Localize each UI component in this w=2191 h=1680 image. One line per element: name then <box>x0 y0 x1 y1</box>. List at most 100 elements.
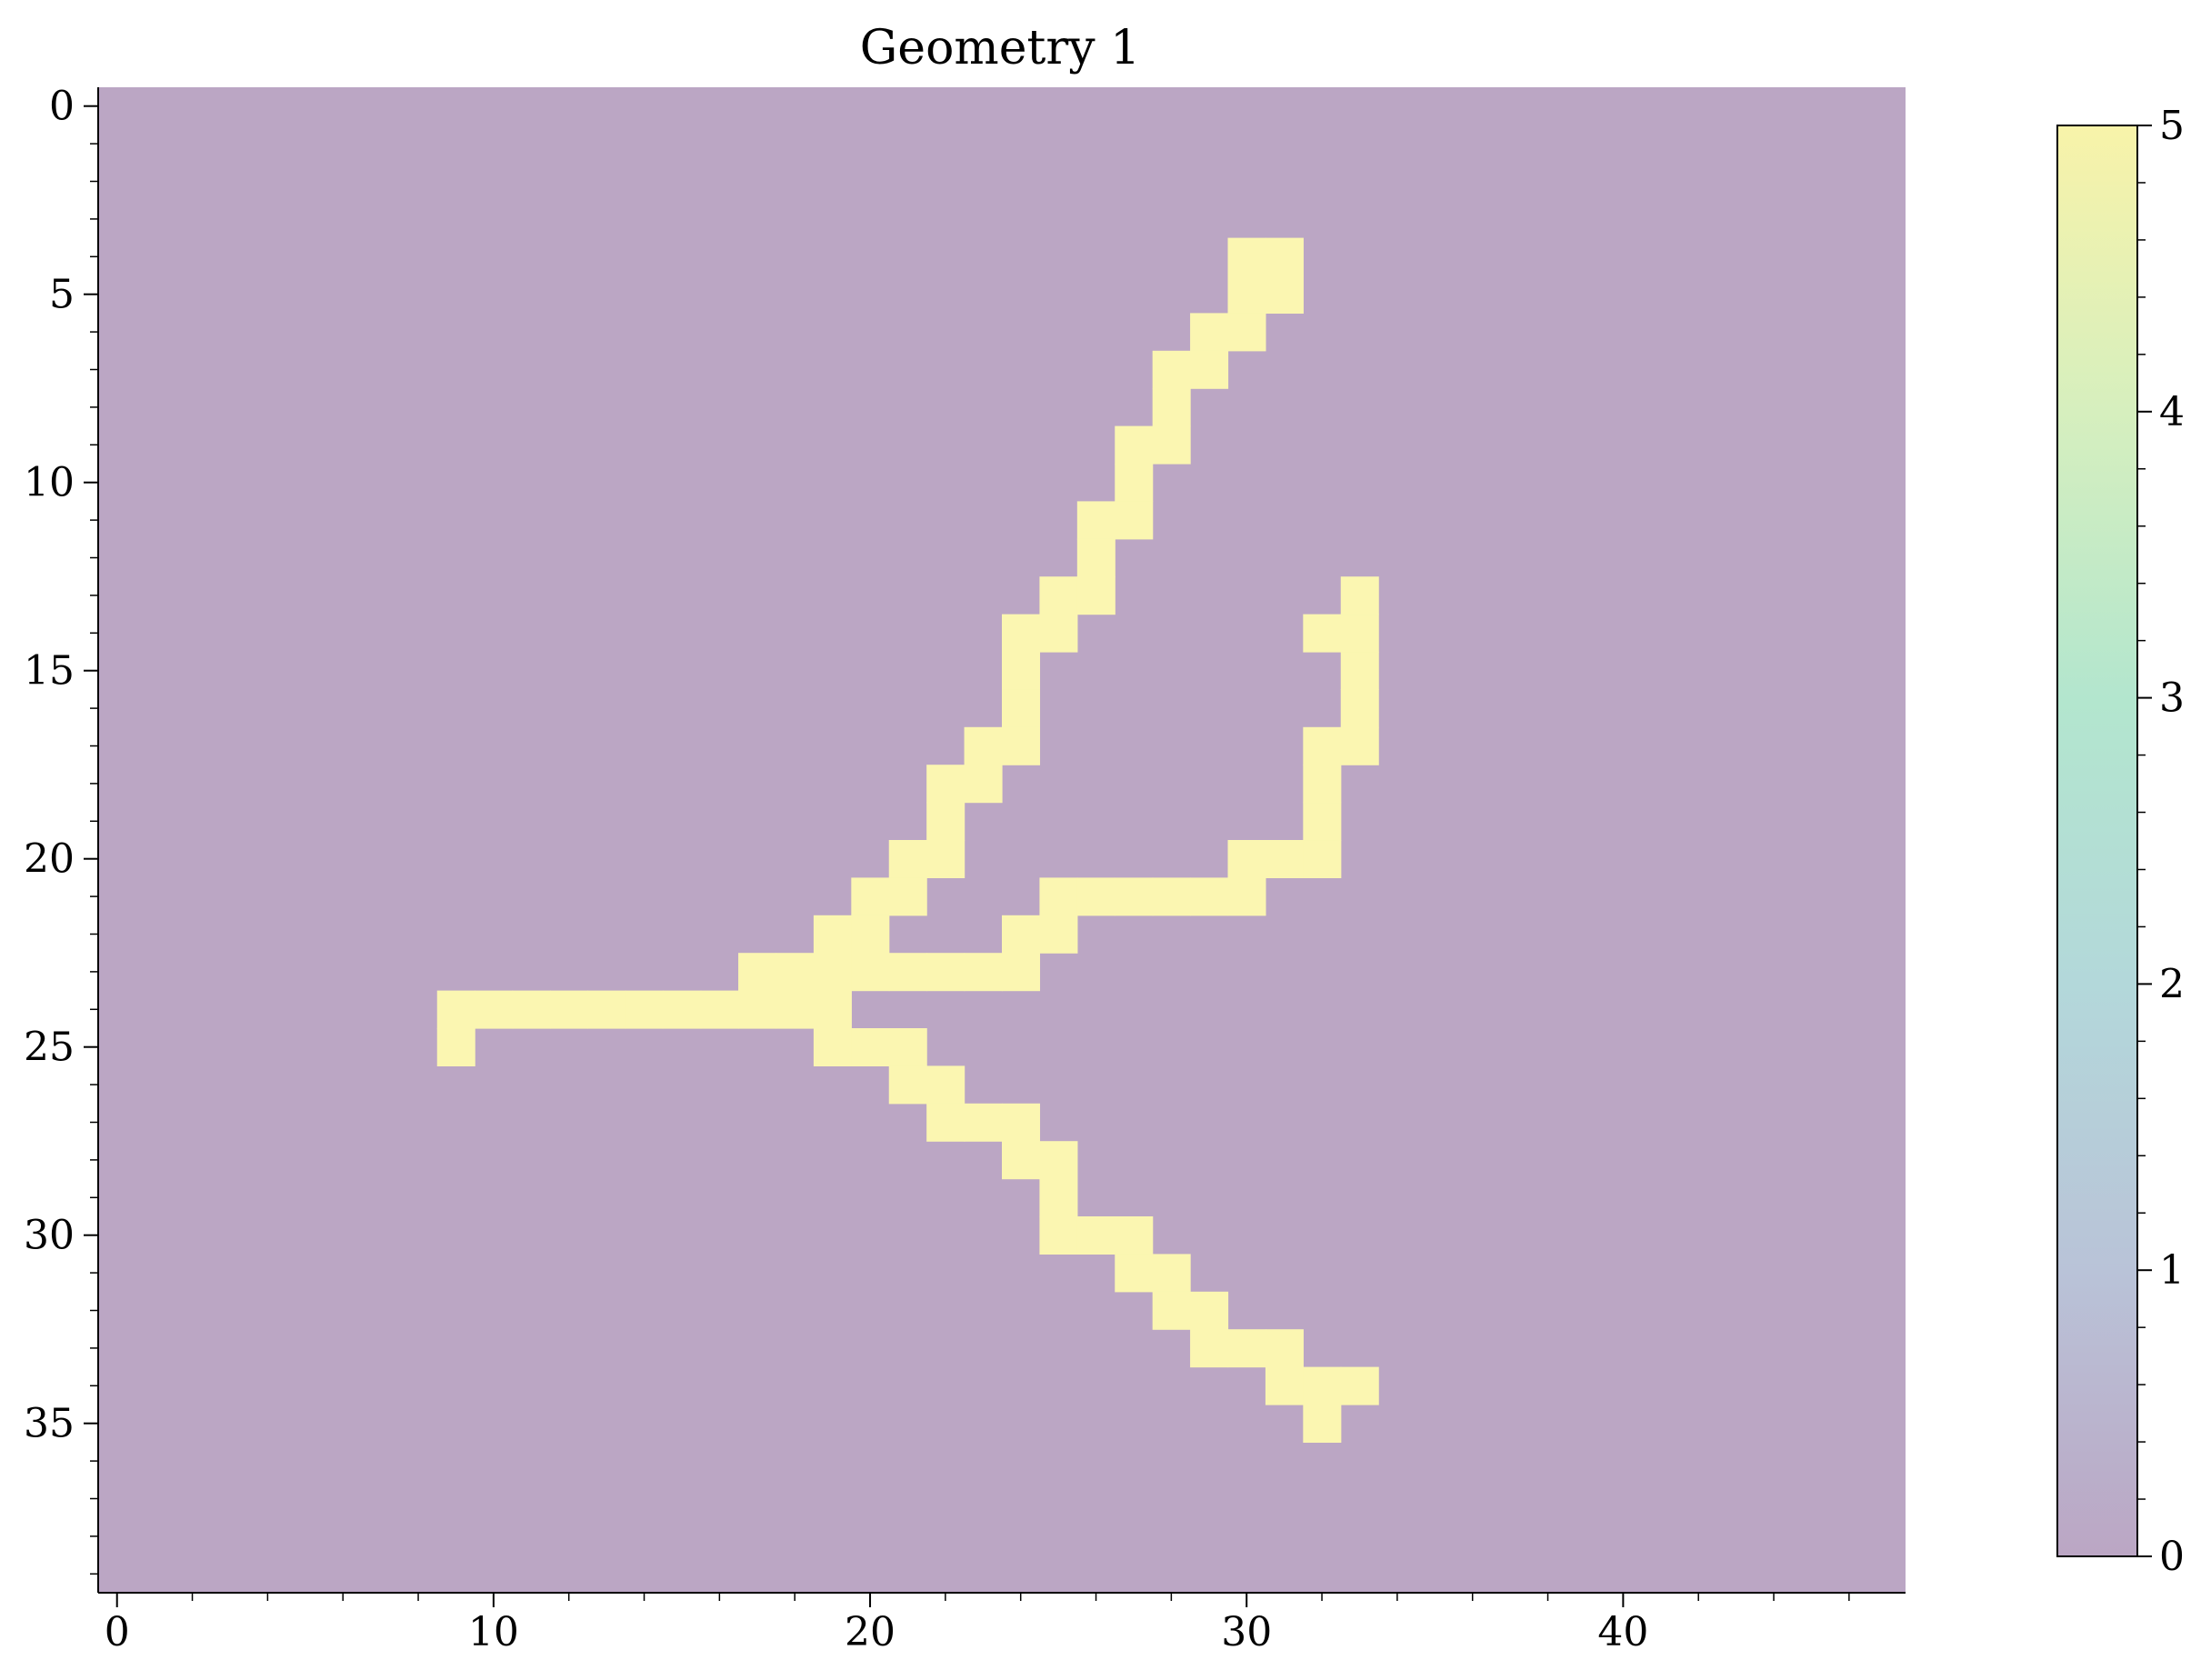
heatmap-cell <box>436 1028 475 1066</box>
heatmap-cell <box>1076 576 1116 615</box>
chart-title: Geometry 1 <box>860 21 1140 75</box>
heatmap-cell <box>926 1065 965 1105</box>
heatmap-cell <box>1039 576 1078 615</box>
y-tick-label: 15 <box>24 648 75 695</box>
heatmap-cell <box>1152 350 1191 389</box>
y-tick-label: 20 <box>24 836 75 883</box>
heatmap-cell <box>1039 1178 1078 1217</box>
heatmap-cell <box>1039 1216 1078 1255</box>
heatmap-cell <box>1076 501 1116 540</box>
heatmap-cell <box>964 1103 1003 1142</box>
heatmap-cell <box>1115 1216 1154 1255</box>
heatmap-cell <box>1002 1103 1041 1142</box>
heatmap-cell <box>926 953 965 992</box>
heatmap-cell <box>851 953 890 992</box>
heatmap-cell <box>475 990 514 1029</box>
heatmap-cell <box>926 802 965 841</box>
heatmap-cell <box>1340 1366 1379 1405</box>
heatmap-cell <box>1227 840 1266 878</box>
colorbar-gradient <box>2056 125 2138 1557</box>
heatmap-cell <box>1152 388 1191 427</box>
x-tick-label: 30 <box>1221 1609 1272 1655</box>
heatmap-cell <box>888 840 927 878</box>
heatmap-cell <box>813 1028 852 1066</box>
heatmap-cell <box>587 990 626 1029</box>
heatmap-cell <box>1076 538 1116 577</box>
heatmap-cell <box>1190 877 1229 916</box>
x-tick-label: 20 <box>845 1609 895 1655</box>
heatmap-cell <box>813 915 852 954</box>
heatmap-cell <box>1039 915 1078 954</box>
heatmap-cell <box>1152 425 1191 465</box>
heatmap-cell <box>813 953 852 992</box>
heatmap-cell <box>1002 652 1041 690</box>
heatmap-cell <box>1303 614 1342 653</box>
heatmap-cell <box>1190 1291 1229 1330</box>
y-tick-label: 30 <box>24 1213 75 1259</box>
heatmap-cell <box>1190 313 1229 352</box>
heatmap-cell <box>1002 614 1041 653</box>
heatmap-cell <box>1115 877 1154 916</box>
heatmap-cell <box>1115 464 1154 502</box>
heatmap-cell <box>1265 237 1304 276</box>
colorbar-tick-label: 0 <box>2159 1534 2185 1580</box>
heatmap-cell <box>1039 614 1078 653</box>
heatmap-cell <box>1002 953 1041 992</box>
axes: 0 10 20 30 40 0 5 10 15 20 25 30 35 <box>24 84 1906 1655</box>
heatmap-cells <box>436 237 1379 1443</box>
heatmap-cell <box>1340 576 1379 615</box>
colorbar-tick-label: 5 <box>2159 103 2185 149</box>
heatmap-cell <box>775 990 815 1029</box>
heatmap-cell <box>1340 726 1379 765</box>
heatmap-cell <box>512 990 551 1029</box>
heatmap-cell <box>1227 237 1266 276</box>
heatmap-cell <box>700 990 739 1029</box>
heatmap-cell <box>1303 726 1342 765</box>
heatmap-cell <box>436 990 475 1029</box>
heatmap-cell <box>1039 877 1078 916</box>
colorbar-tick-label: 1 <box>2159 1247 2185 1294</box>
heatmap-background <box>98 87 1906 1593</box>
heatmap-cell <box>888 1028 927 1066</box>
heatmap-cell <box>1002 726 1041 765</box>
heatmap-cell <box>964 765 1003 804</box>
heatmap-cell <box>1227 1329 1266 1368</box>
heatmap-cell <box>851 915 890 954</box>
heatmap-cell <box>1265 275 1304 314</box>
heatmap-cell <box>738 990 777 1029</box>
heatmap-cell <box>1340 614 1379 653</box>
plot-area <box>98 87 1906 1593</box>
heatmap-cell <box>625 990 664 1029</box>
heatmap-cell <box>1039 1141 1078 1180</box>
heatmap-cell <box>851 1028 890 1066</box>
heatmap-cell <box>1340 652 1379 690</box>
heatmap-cell <box>1076 1216 1116 1255</box>
heatmap-cell <box>964 953 1003 992</box>
y-tick-label: 0 <box>49 84 75 130</box>
y-axis-ticks: 0 5 10 15 20 25 30 35 <box>24 84 98 1575</box>
heatmap-cell <box>1303 1405 1342 1443</box>
x-tick-label: 0 <box>105 1609 130 1655</box>
y-tick-label: 10 <box>24 460 75 506</box>
heatmap-cell <box>1152 1291 1191 1330</box>
heatmap-cell <box>1002 915 1041 954</box>
heatmap-cell <box>926 765 965 804</box>
x-tick-label: 40 <box>1597 1609 1648 1655</box>
heatmap-cell <box>663 990 702 1029</box>
heatmap-cell <box>1115 1254 1154 1293</box>
y-tick-label: 25 <box>24 1025 75 1071</box>
heatmap-cell <box>926 1103 965 1142</box>
heatmap-cell <box>738 953 777 992</box>
heatmap-cell <box>888 1065 927 1105</box>
colorbar: 0 1 2 3 4 5 <box>2056 103 2185 1580</box>
heatmap-cell <box>1152 1254 1191 1293</box>
heatmap-cell <box>1115 501 1154 540</box>
heatmap-cell <box>1265 1366 1304 1405</box>
x-tick-label: 10 <box>468 1609 519 1655</box>
heatmap-cell <box>1227 877 1266 916</box>
x-axis-ticks: 0 10 20 30 40 <box>105 1593 1850 1655</box>
heatmap-cell <box>1002 689 1041 728</box>
heatmap-cell <box>1190 1329 1229 1368</box>
colorbar-tick-label: 2 <box>2159 961 2185 1007</box>
